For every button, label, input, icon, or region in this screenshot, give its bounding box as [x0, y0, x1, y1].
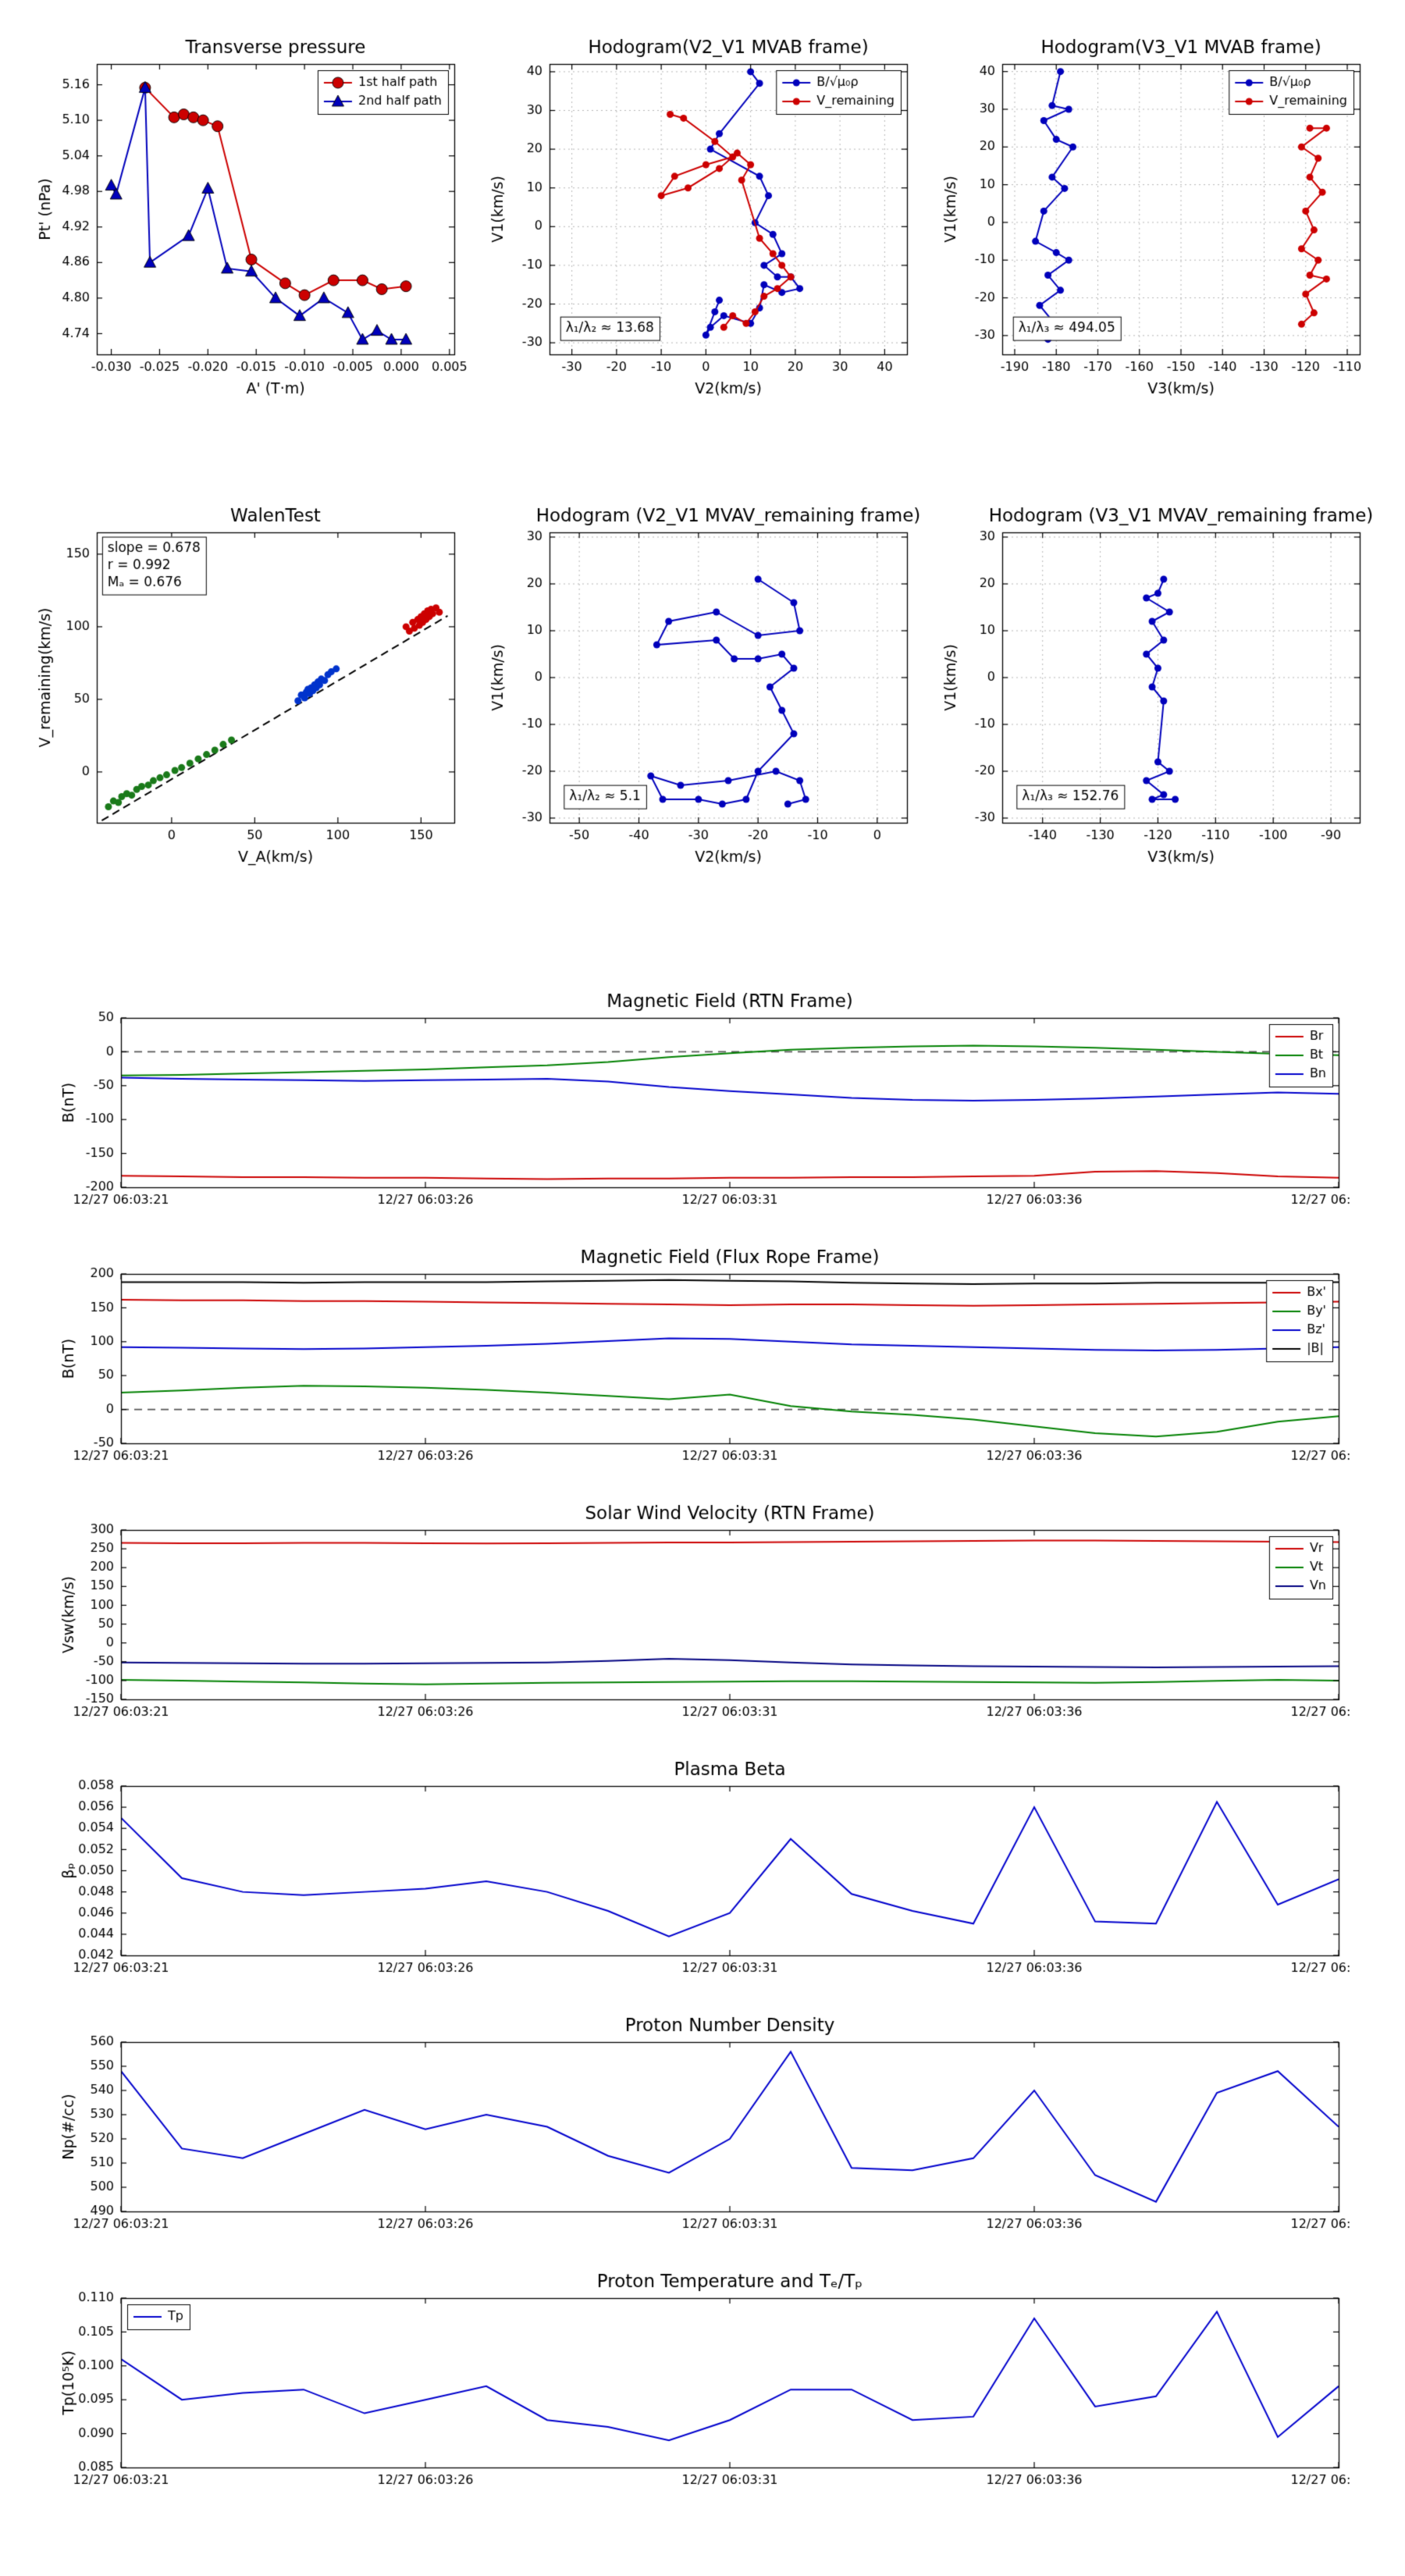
chart-hodogram-v3v1-mvav: [937, 496, 1374, 871]
chart-transverse-pressure: [31, 28, 468, 403]
hodogram-v2v1-mvav-canvas: [484, 496, 921, 871]
chart-magnetic-field-flux-rope: [55, 1244, 1350, 1478]
hodogram-v2v1-mvab-canvas: [484, 28, 921, 403]
hodogram-v3v1-mvav-canvas: [937, 496, 1374, 871]
transverse-pressure-canvas: [31, 28, 468, 403]
hodogram-v3v1-mvab-canvas: [937, 28, 1374, 403]
analysis-figure: [0, 28, 1405, 2524]
chart-hodogram-v3v1-mvab: [937, 28, 1374, 403]
magnetic-field-rtn-canvas: [55, 988, 1350, 1222]
walen-test-canvas: [31, 496, 468, 871]
time-series-stack: [0, 988, 1405, 2524]
chart-proton-number-density: [55, 2012, 1350, 2247]
top-row-2: [31, 496, 1374, 871]
magnetic-field-flux-rope-canvas: [55, 1244, 1350, 1478]
top-row-1: [31, 28, 1374, 403]
proton-temperature-canvas: [55, 2268, 1350, 2503]
chart-hodogram-v2v1-mvab: [484, 28, 921, 403]
proton-number-density-canvas: [55, 2012, 1350, 2247]
solar-wind-velocity-canvas: [55, 1500, 1350, 1735]
chart-hodogram-v2v1-mvav: [484, 496, 921, 871]
chart-plasma-beta: [55, 1756, 1350, 1991]
chart-solar-wind-velocity: [55, 1500, 1350, 1735]
plasma-beta-canvas: [55, 1756, 1350, 1991]
chart-proton-temperature: [55, 2268, 1350, 2503]
chart-walen-test: [31, 496, 468, 871]
chart-magnetic-field-rtn: [55, 988, 1350, 1222]
